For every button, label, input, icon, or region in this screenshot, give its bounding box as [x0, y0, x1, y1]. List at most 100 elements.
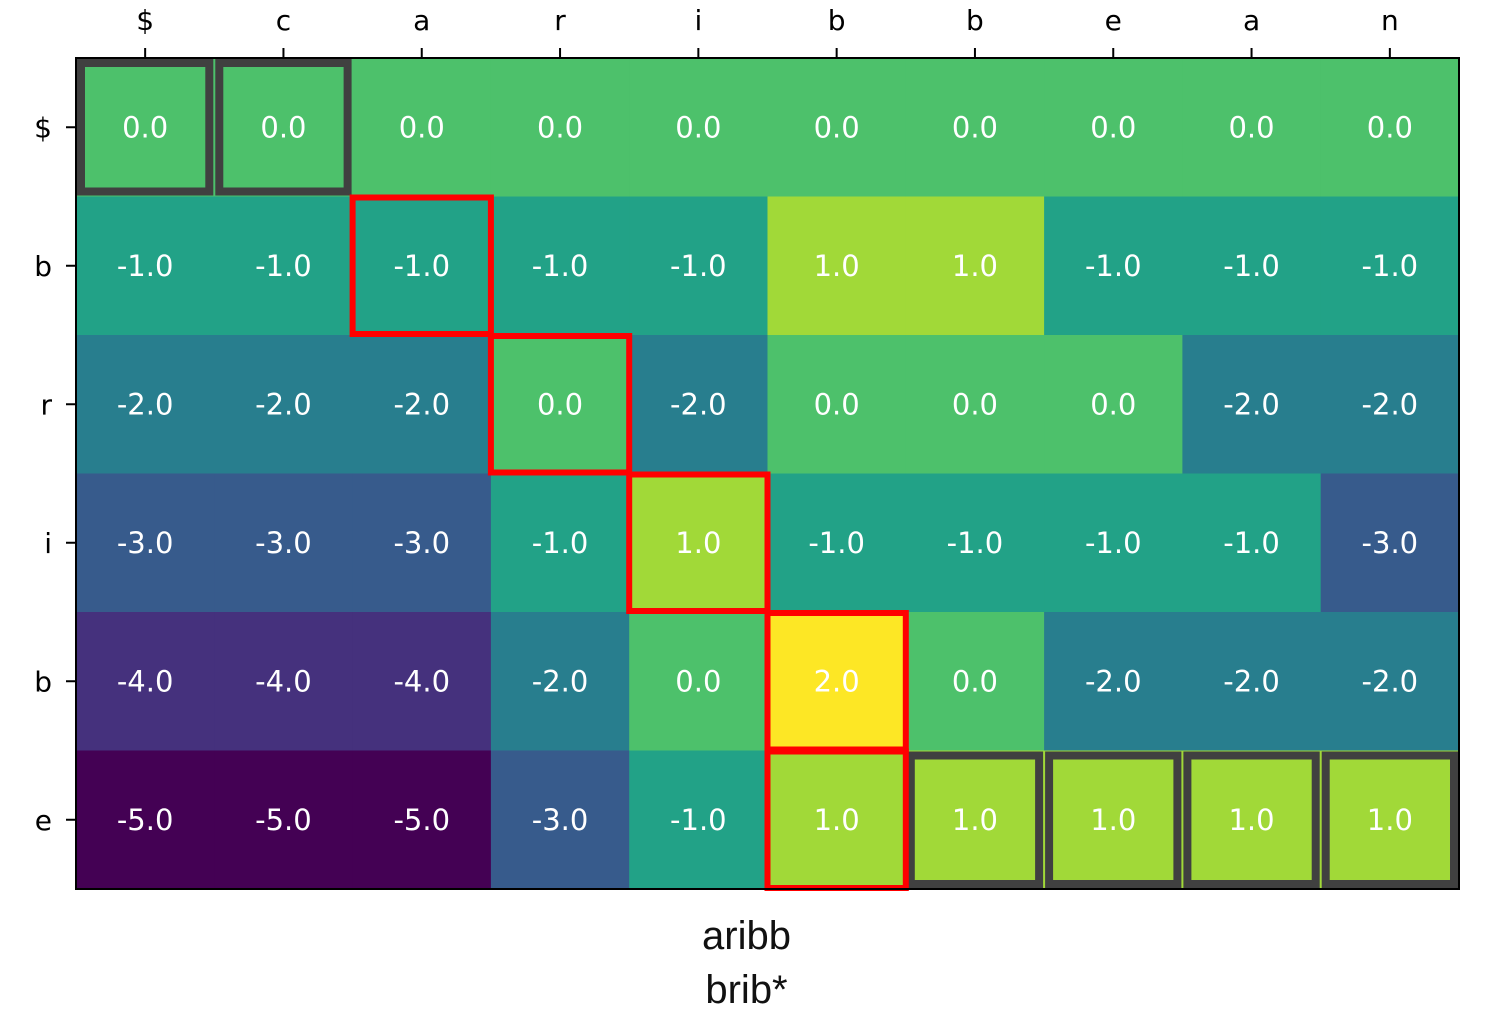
cell-value-label: 1.0 [675, 526, 721, 560]
cell-value-label: 0.0 [1090, 387, 1136, 421]
cell-value-label: 1.0 [814, 803, 860, 837]
heatmap-cell [214, 612, 354, 752]
plot-frame [75, 57, 1460, 890]
heatmap-cell [629, 335, 769, 475]
cell-value-label: 0.0 [399, 110, 445, 144]
y-tick-label: $ [34, 111, 52, 144]
heatmap-cell [905, 612, 1045, 752]
heatmap-cells [76, 58, 1460, 890]
cell-value-label: -1.0 [532, 526, 589, 560]
x-tick-label: $ [136, 4, 154, 37]
x-axis-ticks: $ c a r i b b e a n [136, 4, 1399, 58]
heatmap-cell [1044, 335, 1183, 475]
cell-value-label: -2.0 [1362, 387, 1419, 421]
cell-value-label: -4.0 [255, 664, 312, 698]
cell-value-label: 0.0 [537, 110, 583, 144]
path-cell-outline [487, 333, 633, 476]
heatmap-cell [905, 750, 1045, 890]
cell-value-label: -2.0 [393, 387, 450, 421]
heatmap-cell [767, 335, 907, 475]
cell-value-label: -2.0 [532, 664, 589, 698]
heatmap-cell [767, 473, 907, 613]
heatmap-cell [1182, 335, 1322, 475]
caption-line-1: aribb [702, 914, 791, 958]
heatmap-cell [1182, 612, 1322, 752]
cell-value-label: 0.0 [814, 110, 860, 144]
cell-value-label: 0.0 [952, 387, 998, 421]
heatmap-cell [1320, 196, 1460, 336]
y-tick-label: i [44, 527, 52, 560]
x-tick-label: b [966, 4, 984, 37]
cell-value-label: -3.0 [255, 526, 312, 560]
heatmap-cell [1044, 58, 1183, 198]
cell-value-label: -1.0 [532, 249, 589, 283]
path-cell-outline [349, 194, 494, 337]
cell-value-label: -1.0 [1223, 249, 1280, 283]
heatmap-cell [352, 58, 492, 198]
heatmap-cell-labels: 0.0 0.0 0.0 0.0 0.0 0.0 0.0 0.0 0.0 0.0 -1.0 -1.0 -1… [117, 110, 1418, 837]
heatmap-cell [352, 750, 492, 890]
cell-value-label: 1.0 [952, 249, 998, 283]
heatmap-cell [905, 335, 1045, 475]
x-tick-label: b [828, 4, 846, 37]
cell-value-label: -3.0 [393, 526, 450, 560]
cell-value-label: 0.0 [675, 664, 721, 698]
alignment-heatmap: 0.0 0.0 0.0 0.0 0.0 0.0 0.0 0.0 0.0 0.0 -1.0 -1.0 -1… [34, 4, 1460, 891]
heatmap-cell [905, 196, 1045, 336]
x-tick-label: e [1105, 4, 1122, 37]
heatmap-cell [76, 473, 215, 613]
cell-value-label: 0.0 [122, 110, 168, 144]
heatmap-cell [214, 335, 354, 475]
cell-value-label: -5.0 [393, 803, 450, 837]
heatmap-cell [490, 196, 630, 336]
heatmap-cell [1320, 750, 1460, 890]
heatmap-cell [352, 612, 492, 752]
heatmap-cell [352, 196, 492, 336]
cell-value-label: -3.0 [532, 803, 589, 837]
heatmap-cell [1320, 473, 1460, 613]
boundary-cell-outline [215, 59, 352, 196]
x-tick-label: r [554, 4, 566, 37]
cell-value-label: -3.0 [1362, 526, 1419, 560]
x-tick-label: i [694, 4, 702, 37]
heatmap-cell [629, 612, 769, 752]
heatmap-cell [76, 58, 215, 198]
cell-value-label: -2.0 [1223, 387, 1280, 421]
cell-value-label: -1.0 [1085, 249, 1142, 283]
x-tick-label: a [413, 4, 430, 37]
caption-line-2: brib* [705, 968, 788, 1012]
cell-value-label: 0.0 [675, 110, 721, 144]
cell-value-label: 1.0 [814, 249, 860, 283]
heatmap-cell [214, 196, 354, 336]
x-tick-label: n [1381, 4, 1399, 37]
y-tick-label: b [34, 665, 52, 698]
cell-value-label: 0.0 [260, 110, 306, 144]
cell-value-label: 1.0 [952, 803, 998, 837]
cell-value-label: 0.0 [1090, 110, 1136, 144]
cell-value-label: -1.0 [393, 249, 450, 283]
heatmap-cell [629, 473, 769, 613]
heatmap-cell [1320, 58, 1460, 198]
heatmap-cell [1182, 750, 1322, 890]
heatmap-cell [214, 58, 354, 198]
heatmap-cell [1182, 196, 1322, 336]
cell-value-label: 0.0 [1228, 110, 1274, 144]
heatmap-cell [767, 196, 907, 336]
x-tick-label: c [276, 4, 291, 37]
y-tick-label: b [34, 250, 52, 283]
heatmap-cell [905, 473, 1045, 613]
boundary-cell-outline [77, 59, 214, 196]
cell-value-label: -1.0 [117, 249, 174, 283]
heatmap-cell [1182, 58, 1322, 198]
cell-value-label: -5.0 [117, 803, 174, 837]
heatmap-cell [1182, 473, 1322, 613]
cell-value-label: 0.0 [814, 387, 860, 421]
cell-value-label: -1.0 [1362, 249, 1419, 283]
heatmap-cell [490, 58, 630, 198]
cell-value-label: 1.0 [1090, 803, 1136, 837]
cell-value-label: 0.0 [1367, 110, 1413, 144]
y-axis-ticks: $ b r i b e [34, 111, 76, 837]
heatmap-cell [1320, 612, 1460, 752]
heatmap-cell [76, 196, 215, 336]
heatmap-cell [490, 612, 630, 752]
